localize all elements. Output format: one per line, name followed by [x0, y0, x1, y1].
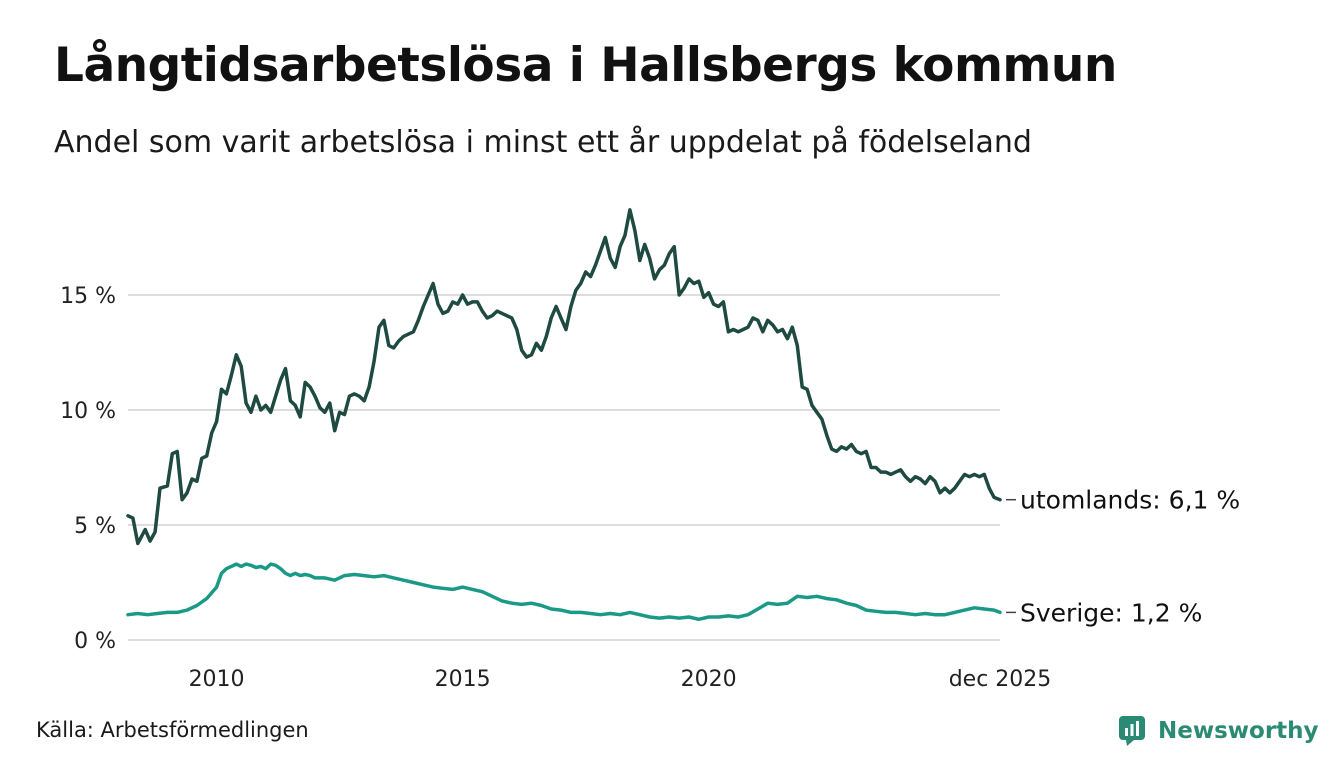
chart-title: Långtidsarbetslösa i Hallsbergs kommun	[54, 38, 1117, 93]
newsworthy-icon	[1119, 716, 1145, 746]
series-lines	[126, 208, 1002, 622]
x-tick-label: dec 2025	[949, 667, 1052, 692]
series-end-labels: utomlands: 6,1 % Sverige: 1,2 %	[1006, 486, 1240, 627]
x-tick-label: 2015	[435, 667, 491, 692]
x-tick-label: 2020	[681, 667, 737, 692]
series-line-utomlands	[126, 208, 1002, 546]
y-tick-label: 10 %	[60, 399, 116, 424]
chart-subtitle: Andel som varit arbetslösa i minst ett å…	[54, 125, 1032, 160]
y-tick-label: 0 %	[74, 629, 116, 654]
end-label-sverige: Sverige: 1,2 %	[1020, 598, 1202, 627]
y-tick-label: 15 %	[60, 284, 116, 309]
end-label-utomlands: utomlands: 6,1 %	[1020, 486, 1240, 515]
brand-name: Newsworthy	[1158, 718, 1319, 744]
x-tick-label: 2010	[189, 667, 245, 692]
gridlines	[128, 294, 1000, 641]
series-line-sverige	[126, 562, 1002, 622]
y-axis-ticks: 0 % 5 % 10 % 15 %	[60, 284, 116, 654]
y-tick-label: 5 %	[74, 514, 116, 539]
brand-logo[interactable]: Newsworthy	[1118, 713, 1319, 749]
source-note: Källa: Arbetsförmedlingen	[36, 718, 309, 742]
x-axis-ticks: 2010 2015 2020 dec 2025	[189, 667, 1052, 692]
